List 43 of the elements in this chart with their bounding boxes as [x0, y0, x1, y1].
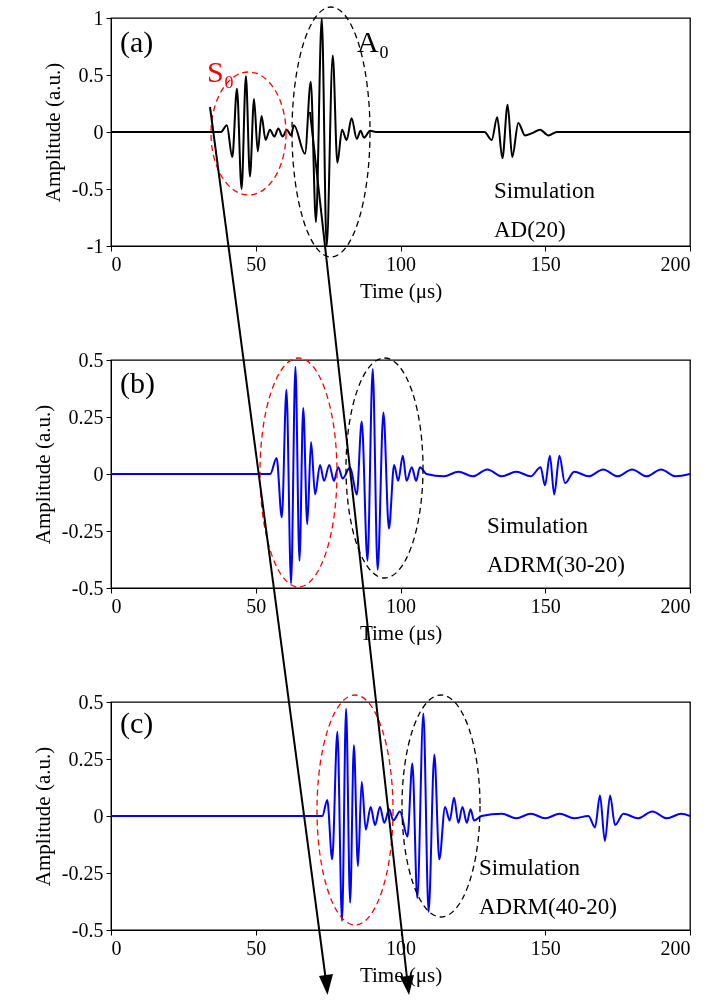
- x-tick-label: 150: [530, 252, 561, 275]
- line-series: [111, 707, 690, 922]
- y-tick-label: -0.5: [71, 576, 104, 599]
- y-tick-label: 0.5: [78, 63, 104, 86]
- y-tick-label: 0.25: [68, 405, 104, 428]
- y-tick-label: -0.5: [71, 177, 104, 200]
- x-tick-label: 50: [246, 936, 267, 959]
- y-tick-label: 0.5: [78, 690, 104, 713]
- x-tick-label: 200: [660, 252, 691, 275]
- y-tick-label: 1: [93, 6, 104, 29]
- y-axis-title: Amplitude (a.u.): [30, 746, 55, 887]
- y-tick-label: -1: [86, 234, 104, 257]
- y-tick-label: 0: [93, 120, 104, 143]
- y-tick-label: 0.25: [68, 747, 104, 770]
- x-tick-label: 0: [111, 594, 122, 617]
- x-tick-label: 150: [530, 594, 561, 617]
- x-tick-label: 100: [386, 252, 416, 275]
- annotation: Simulation AD(20): [494, 178, 596, 243]
- x-axis-title: Time (μs): [359, 278, 443, 303]
- y-tick-label: -0.25: [61, 519, 104, 542]
- x-tick-label: 200: [660, 594, 691, 617]
- y-axis-title: Amplitude (a.u.): [30, 404, 55, 545]
- x-tick-label: 150: [530, 936, 561, 959]
- x-tick-label: 0: [111, 252, 122, 275]
- y-tick-label: 0: [93, 804, 104, 827]
- x-tick-label: 100: [386, 594, 416, 617]
- y-tick-label: -0.5: [71, 918, 104, 941]
- annotation: A₀: [357, 25, 390, 58]
- x-tick-label: 200: [660, 936, 691, 959]
- annotation: Simulation ADRM(40-20): [479, 855, 617, 920]
- annotation: (a): [120, 25, 154, 59]
- y-tick-label: 0: [93, 462, 104, 485]
- annotation: Simulation ADRM(30-20): [487, 513, 625, 578]
- annotation: (b): [120, 366, 155, 400]
- x-tick-label: 0: [111, 936, 122, 959]
- annotation: S₀: [207, 55, 235, 88]
- x-tick-label: 50: [246, 594, 267, 617]
- line-series: [111, 365, 690, 585]
- x-tick-label: 50: [246, 252, 267, 275]
- annotation: (c): [120, 706, 154, 740]
- y-tick-label: 0.5: [78, 348, 104, 371]
- y-tick-label: -0.25: [61, 861, 104, 884]
- y-axis-title: Amplitude (a.u.): [40, 62, 65, 203]
